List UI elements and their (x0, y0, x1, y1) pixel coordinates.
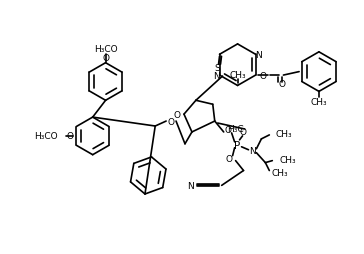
Text: N: N (213, 71, 220, 80)
Text: CH₃: CH₃ (271, 168, 288, 177)
Text: O: O (225, 154, 232, 164)
Text: O: O (279, 80, 286, 89)
Text: N: N (255, 51, 262, 59)
Text: O: O (259, 71, 266, 80)
Text: H₃CO: H₃CO (94, 45, 118, 54)
Text: O: O (224, 126, 231, 135)
Text: P: P (234, 140, 241, 150)
Text: CH₃: CH₃ (229, 71, 246, 80)
Text: S: S (215, 64, 221, 72)
Text: CH₃: CH₃ (275, 130, 292, 139)
Text: CH₃: CH₃ (279, 155, 296, 165)
Text: O: O (102, 54, 109, 63)
Text: H₃CO: H₃CO (34, 132, 58, 141)
Text: O: O (167, 117, 175, 126)
Text: O: O (66, 132, 74, 141)
Text: O: O (174, 110, 181, 119)
Text: N: N (187, 181, 194, 190)
Text: CH₃: CH₃ (310, 97, 327, 106)
Text: N: N (249, 147, 256, 156)
Text: H₃C: H₃C (227, 125, 243, 134)
Text: O: O (239, 128, 246, 137)
